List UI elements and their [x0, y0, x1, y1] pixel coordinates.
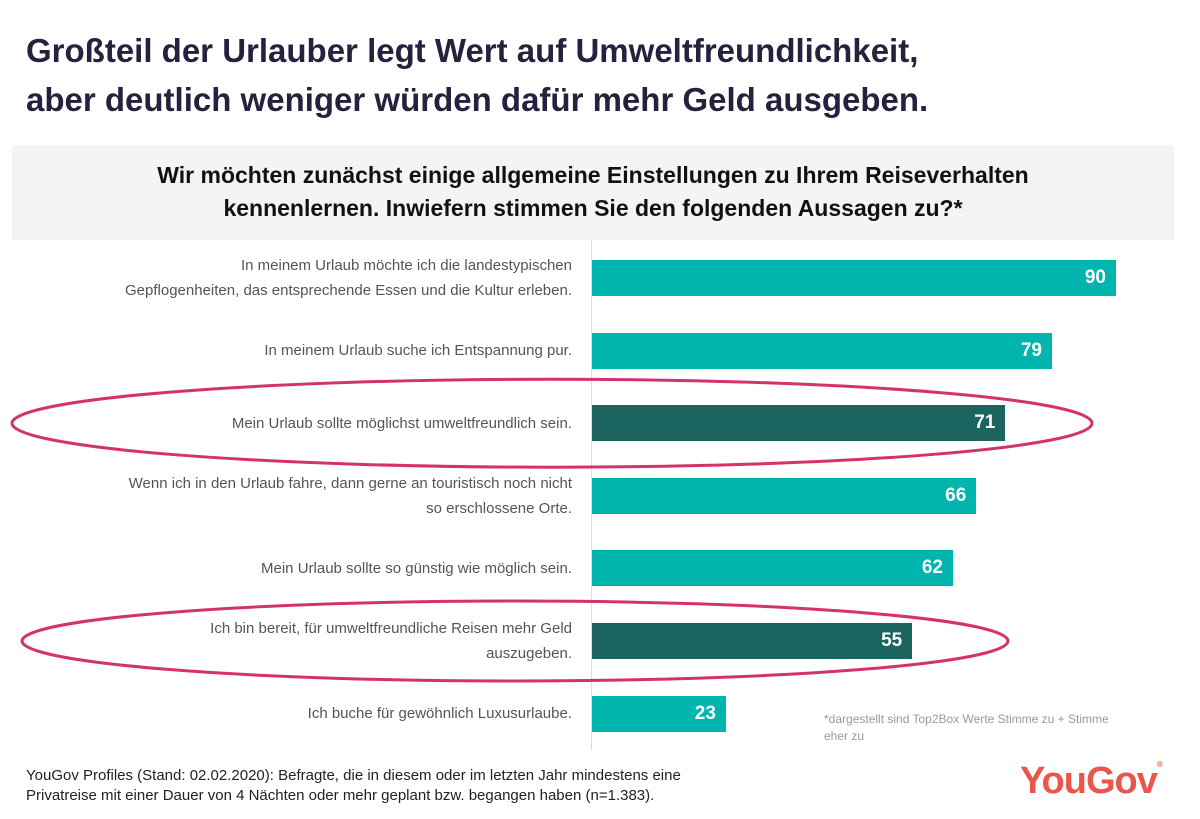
- bar: 62: [592, 550, 953, 587]
- bar: 66: [592, 477, 977, 514]
- axis-line: [591, 240, 592, 750]
- footnote: *dargestellt sind Top2Box Werte Stimme z…: [824, 712, 1109, 743]
- category-label-line: auszugeben.: [486, 645, 572, 662]
- category-label-line: Ich bin bereit, für umweltfreundliche Re…: [210, 620, 572, 637]
- category-label-line: Wenn ich in den Urlaub fahre, dann gerne…: [128, 474, 572, 492]
- category-label: Mein Urlaub sollte möglichst umweltfreun…: [12, 411, 572, 436]
- bar: 79: [592, 332, 1052, 369]
- question-box: Wir möchten zunächst einige allgemeine E…: [12, 145, 1174, 240]
- bar: 71: [592, 405, 1006, 442]
- source-line: Privatreise mit einer Dauer von 4 Nächte…: [26, 787, 655, 804]
- data-label: 66: [945, 484, 967, 506]
- category-label: In meinem Urlaub suche ich Entspannung p…: [12, 338, 572, 363]
- category-label: Ich bin bereit, für umweltfreundliche Re…: [12, 616, 572, 666]
- chart-title: Großteil der Urlauber legt Wert auf Umwe…: [26, 26, 1186, 124]
- bar: 55: [592, 623, 913, 659]
- source-line: YouGov Profiles (Stand: 02.02.2020): Bef…: [26, 767, 681, 784]
- highlight-ellipse: [10, 377, 1094, 469]
- data-label: 79: [1020, 339, 1042, 361]
- title-line: aber deutlich weniger würden dafür mehr …: [26, 81, 929, 118]
- bar: 23: [592, 695, 726, 732]
- category-label: Mein Urlaub sollte so günstig wie möglic…: [12, 556, 572, 581]
- bar: 90: [592, 260, 1116, 296]
- category-label-line: Mein Urlaub sollte möglichst umweltfreun…: [231, 414, 572, 432]
- category-label-line: so erschlossene Orte.: [426, 499, 572, 517]
- category-label: In meinem Urlaub möchte ich die landesty…: [12, 253, 572, 303]
- category-label: Ich buche für gewöhnlich Luxusurlaube.: [12, 701, 572, 726]
- data-label: 90: [1084, 267, 1106, 288]
- category-label: Wenn ich in den Urlaub fahre, dann gerne…: [12, 471, 572, 521]
- question-line: Wir möchten zunächst einige allgemeine E…: [157, 162, 1029, 188]
- category-label-line: In meinem Urlaub möchte ich die landesty…: [240, 257, 572, 274]
- category-label-line: Gepflogenheiten, das entsprechende Essen…: [125, 282, 572, 299]
- source-text: YouGov Profiles (Stand: 02.02.2020): Bef…: [26, 766, 826, 806]
- logo-text: YouGov: [1020, 760, 1158, 802]
- category-label-line: Mein Urlaub sollte so günstig wie möglic…: [261, 559, 572, 577]
- category-label-line: Ich buche für gewöhnlich Luxusurlaube.: [307, 705, 572, 723]
- question-text: Wir möchten zunächst einige allgemeine E…: [12, 159, 1174, 225]
- data-label: 23: [694, 702, 716, 724]
- highlight-ellipse: [20, 599, 1010, 683]
- data-label: 62: [921, 557, 943, 579]
- data-label: 55: [881, 630, 903, 651]
- yougov-logo: YouGov®: [1020, 760, 1163, 802]
- category-label-line: In meinem Urlaub suche ich Entspannung p…: [264, 342, 572, 360]
- data-label: 71: [974, 412, 996, 434]
- question-line: kennenlernen. Inwiefern stimmen Sie den …: [223, 195, 963, 221]
- title-line: Großteil der Urlauber legt Wert auf Umwe…: [26, 32, 919, 69]
